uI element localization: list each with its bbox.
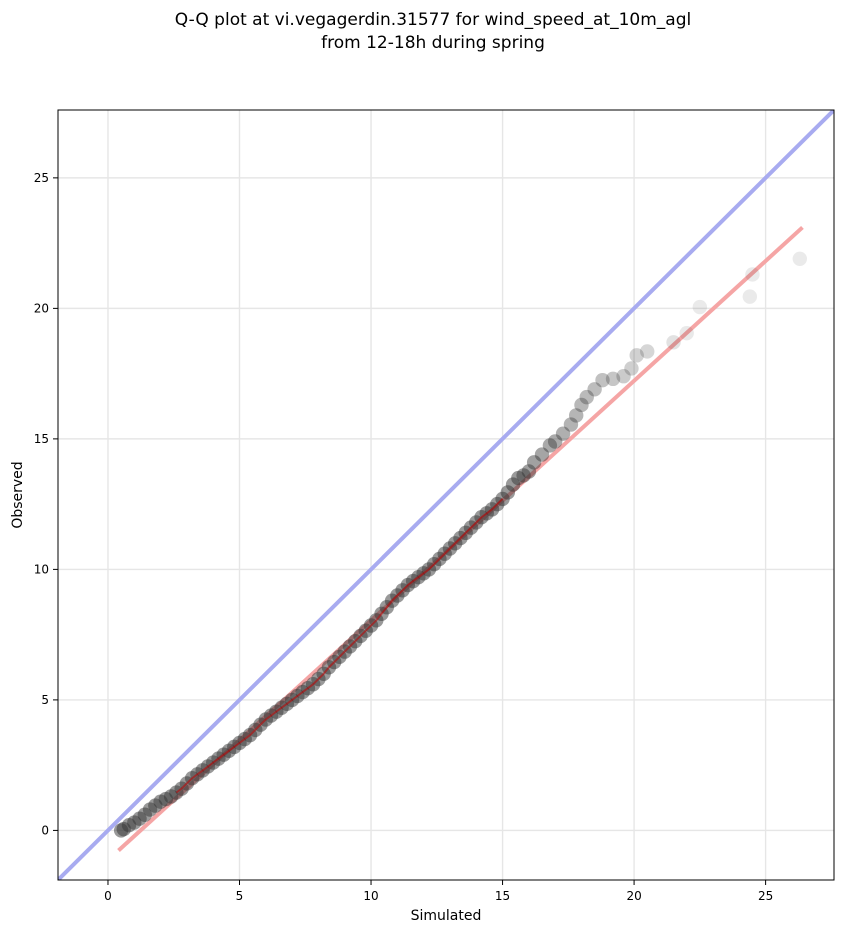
y-tick-label: 15 — [34, 432, 49, 446]
y-tick-label: 5 — [41, 693, 49, 707]
data-point — [579, 389, 594, 405]
data-point — [624, 361, 639, 376]
x-tick-label: 0 — [104, 889, 112, 903]
x-tick-label: 5 — [236, 889, 244, 903]
identity-line — [58, 110, 834, 880]
reference-lines — [58, 110, 834, 880]
y-tick-label: 25 — [34, 171, 49, 185]
data-point — [640, 344, 655, 359]
chart-title-line-2: from 12-18h during spring — [321, 33, 545, 53]
data-point — [792, 251, 808, 266]
data-point — [595, 372, 610, 388]
data-point — [692, 299, 708, 315]
data-point — [587, 382, 602, 397]
data-point — [521, 464, 537, 479]
data-point — [542, 438, 558, 453]
data-point — [534, 447, 550, 462]
data-point — [511, 470, 526, 486]
y-tick-label: 0 — [41, 823, 49, 837]
x-axis-label: Simulated — [411, 908, 482, 924]
data-point — [629, 348, 644, 363]
plot-frame — [57, 109, 835, 881]
data-point — [555, 426, 571, 441]
chart-title-line-1: Q-Q plot at vi.vegagerdin.31577 for wind… — [175, 10, 691, 30]
y-axis-label: Observed — [10, 461, 26, 528]
data-point — [563, 417, 579, 432]
data-point — [505, 477, 521, 492]
x-tick-label: 20 — [626, 889, 641, 903]
data-point — [574, 397, 589, 413]
data-point — [569, 408, 584, 423]
data-point — [742, 289, 758, 304]
x-tick-label: 25 — [758, 889, 773, 903]
dense-segment-line — [175, 498, 504, 794]
data-point — [547, 434, 563, 449]
y-tick-label: 20 — [34, 301, 49, 315]
axis-ticks: 0 5 10 15 20 25 0 5 10 15 20 25 — [34, 171, 774, 903]
data-point — [666, 335, 681, 350]
data-point — [526, 455, 542, 470]
data-point — [679, 325, 694, 341]
x-tick-label: 15 — [495, 889, 510, 903]
data-points — [113, 251, 808, 838]
x-tick-label: 10 — [363, 889, 378, 903]
y-tick-label: 10 — [34, 562, 49, 576]
data-point — [616, 369, 631, 384]
data-point — [745, 267, 760, 282]
grid — [58, 110, 834, 880]
data-point — [605, 371, 621, 387]
data-point — [516, 468, 531, 483]
